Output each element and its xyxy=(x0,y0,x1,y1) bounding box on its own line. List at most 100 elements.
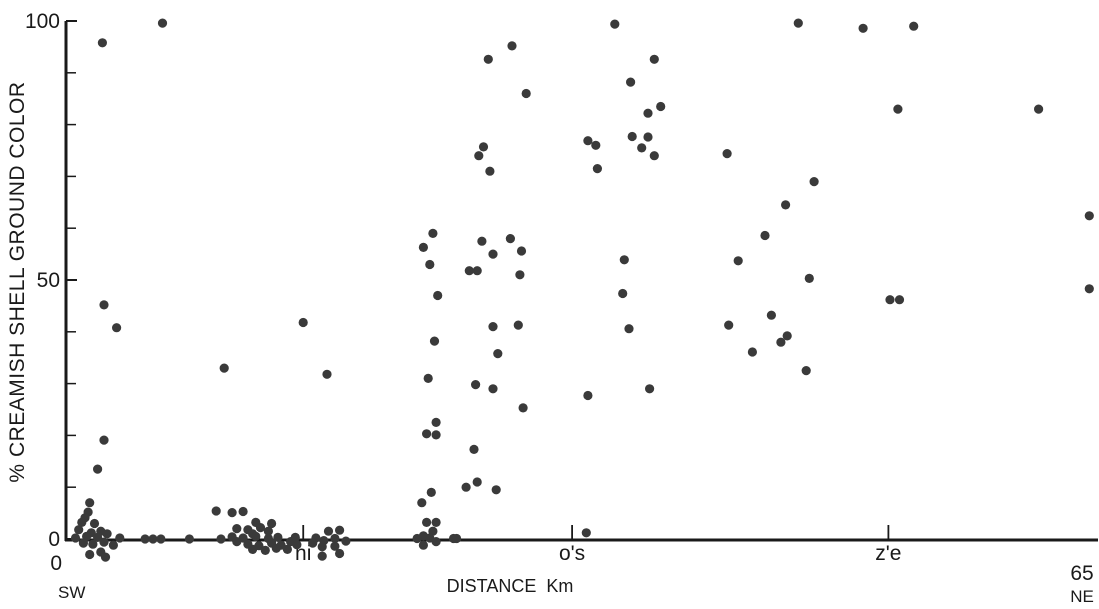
data-point xyxy=(521,88,531,99)
data-point xyxy=(263,526,273,536)
data-point xyxy=(1034,104,1044,114)
data-point xyxy=(418,540,428,550)
data-point xyxy=(885,295,895,305)
data-point xyxy=(99,300,109,310)
y-tick-label: 50 xyxy=(37,269,60,292)
data-point xyxy=(894,295,905,305)
y-tick-label: 100 xyxy=(25,10,60,33)
data-point xyxy=(488,322,498,332)
data-point xyxy=(292,540,302,550)
data-point xyxy=(649,151,659,161)
data-point xyxy=(472,266,482,276)
data-point xyxy=(431,417,441,427)
data-point xyxy=(78,538,88,548)
data-point xyxy=(619,255,629,265)
data-point xyxy=(115,533,125,543)
data-point xyxy=(626,77,636,87)
data-point xyxy=(412,533,422,544)
data-point xyxy=(322,369,332,379)
data-point xyxy=(428,228,438,238)
data-point xyxy=(232,537,242,547)
data-point xyxy=(330,541,340,551)
data-point xyxy=(77,517,87,528)
data-point xyxy=(298,317,308,328)
data-point xyxy=(488,384,498,394)
x-tick-label: 0 xyxy=(50,552,62,575)
data-point xyxy=(308,538,318,548)
data-point xyxy=(478,142,489,152)
data-point xyxy=(516,246,527,256)
data-point xyxy=(156,534,166,544)
data-point xyxy=(216,534,226,544)
data-point xyxy=(335,525,345,535)
data-point xyxy=(656,101,666,112)
data-point xyxy=(238,506,248,517)
data-point xyxy=(610,19,620,29)
data-point xyxy=(766,310,777,320)
data-point xyxy=(643,132,653,142)
data-point xyxy=(722,149,732,159)
data-point xyxy=(323,526,334,536)
data-point xyxy=(513,320,523,330)
data-point xyxy=(618,288,628,299)
data-point xyxy=(85,549,95,560)
data-point xyxy=(335,548,345,559)
data-point xyxy=(148,534,158,544)
data-point xyxy=(493,349,503,359)
data-point xyxy=(99,537,109,547)
data-point xyxy=(330,533,340,544)
data-point xyxy=(793,18,803,28)
data-point xyxy=(477,236,487,246)
data-point xyxy=(431,537,441,547)
y-tick-label: 0 xyxy=(48,528,60,551)
data-point xyxy=(643,108,653,118)
data-point xyxy=(267,518,277,529)
data-point xyxy=(461,482,471,492)
data-point xyxy=(93,532,103,543)
data-point xyxy=(747,347,758,357)
data-point xyxy=(317,542,327,552)
data-point xyxy=(97,38,107,48)
data-point xyxy=(140,534,150,544)
data-point xyxy=(649,54,659,64)
data-point xyxy=(507,41,517,51)
axes xyxy=(64,21,1098,542)
data-point xyxy=(422,517,432,528)
data-point xyxy=(909,21,919,31)
data-point xyxy=(99,435,109,445)
data-point xyxy=(760,230,770,241)
x-tick-label: z'e xyxy=(875,542,901,565)
x-tick-label: 65 xyxy=(1070,562,1093,585)
data-point xyxy=(431,430,441,440)
data-point xyxy=(89,518,100,529)
data-point xyxy=(422,429,432,439)
data-point xyxy=(112,323,122,333)
data-point xyxy=(184,534,194,544)
data-point xyxy=(70,533,81,543)
data-point xyxy=(227,507,237,518)
data-point xyxy=(232,524,242,534)
data-point xyxy=(637,143,647,153)
data-point xyxy=(282,544,292,555)
x-axis-label: DISTANCE Km xyxy=(447,576,574,596)
data-point xyxy=(157,18,168,28)
data-point xyxy=(645,384,655,394)
data-point xyxy=(317,551,327,561)
data-point xyxy=(102,529,112,539)
data-point xyxy=(592,164,603,174)
data-point xyxy=(219,363,229,373)
data-point xyxy=(583,390,593,401)
data-point xyxy=(581,528,591,538)
data-point xyxy=(471,380,481,390)
data-point xyxy=(418,242,428,252)
data-point xyxy=(88,539,98,549)
data-point xyxy=(515,270,525,280)
data-point xyxy=(74,525,84,535)
data-point xyxy=(591,140,601,150)
x-end-label-right: NE xyxy=(1070,587,1094,606)
data-point xyxy=(423,373,433,383)
data-point xyxy=(273,532,283,543)
tick-marks xyxy=(66,20,890,540)
data-point xyxy=(251,517,261,528)
